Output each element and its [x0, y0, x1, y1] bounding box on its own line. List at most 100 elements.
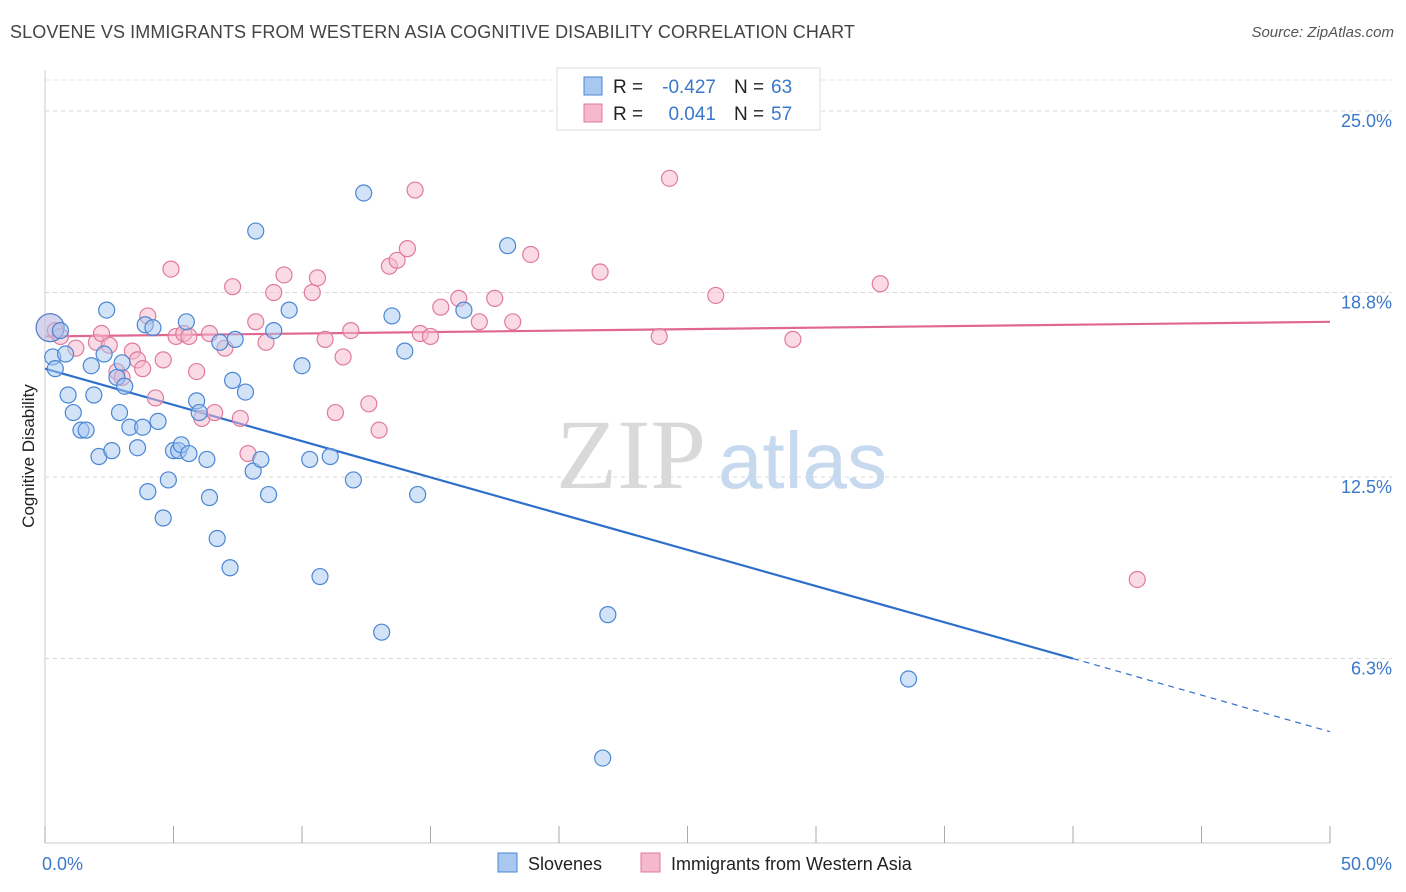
bottom-legend-swatch-immigrants	[640, 852, 661, 873]
point-slovenes-27	[159, 471, 177, 489]
watermark-zip: ZIP	[556, 399, 706, 510]
y-tick-label-1: 12.5%	[1341, 477, 1392, 497]
point-immigrants-41	[398, 240, 416, 258]
point-immigrants-38	[370, 421, 388, 439]
watermark: ZIP atlas	[556, 399, 887, 510]
point-slovenes-44	[247, 222, 265, 240]
bottom-legend-label-immigrants: Immigrants from Western Asia	[671, 854, 913, 874]
y-tick-label-2: 18.8%	[1341, 293, 1392, 313]
point-slovenes-16	[110, 403, 129, 422]
point-slovenes-10	[85, 386, 103, 404]
legend-n-label-1: N =	[734, 77, 764, 98]
x-tick-label-0: 0.0%	[42, 854, 83, 874]
point-slovenes-39	[221, 559, 239, 577]
point-slovenes-26	[154, 509, 172, 527]
point-immigrants-52	[650, 327, 668, 346]
point-slovenes-8	[77, 421, 95, 439]
point-slovenes-49	[293, 357, 311, 375]
point-slovenes-50	[301, 450, 319, 469]
point-slovenes-5	[59, 386, 77, 404]
legend-n-label-2: N =	[734, 104, 764, 125]
point-immigrants-48	[486, 289, 504, 307]
point-immigrants-47	[470, 313, 488, 331]
point-immigrants-22	[206, 403, 224, 422]
point-slovenes-51	[311, 567, 329, 586]
y-axis-label: Cognitive Disability	[19, 384, 38, 528]
point-immigrants-18	[180, 327, 198, 346]
legend-r-value-1: -0.427	[662, 77, 716, 98]
point-immigrants-53	[660, 169, 679, 187]
point-immigrants-34	[326, 403, 345, 422]
bottom-legend-label-slovenes: Slovenes	[528, 854, 602, 874]
point-slovenes-2	[46, 360, 64, 378]
point-immigrants-27	[247, 313, 265, 331]
point-slovenes-23	[139, 483, 157, 501]
point-slovenes-6	[64, 403, 82, 422]
point-slovenes-13	[98, 301, 116, 319]
point-slovenes-63	[899, 670, 918, 688]
point-immigrants-19	[188, 362, 206, 381]
trend-line-1	[44, 320, 1331, 338]
point-slovenes-20	[128, 439, 147, 457]
point-slovenes-14	[103, 442, 121, 460]
point-slovenes-31	[177, 313, 195, 331]
point-slovenes-62	[599, 606, 617, 624]
legend-r-label-1: R =	[613, 77, 643, 98]
point-slovenes-21	[134, 418, 152, 436]
y-tick-label-3: 25.0%	[1341, 111, 1392, 131]
legend-r-value-2: 0.041	[668, 104, 716, 125]
point-immigrants-55	[784, 330, 802, 348]
point-slovenes-55	[373, 623, 391, 641]
point-slovenes-46	[259, 485, 278, 504]
point-immigrants-32	[308, 269, 327, 287]
bottom-legend-swatch-slovenes	[497, 852, 518, 873]
point-slovenes-59	[455, 301, 473, 319]
point-slovenes-38	[211, 333, 229, 351]
point-immigrants-36	[342, 321, 360, 340]
point-slovenes-60	[499, 237, 517, 255]
point-immigrants-29	[265, 283, 283, 302]
point-slovenes-4	[56, 345, 75, 363]
axes	[44, 70, 1331, 844]
legend-box: R = -0.427 N = 63 R = 0.041 N = 57	[556, 67, 821, 131]
point-slovenes-40	[224, 371, 242, 389]
legend-n-value-2: 57	[771, 104, 792, 125]
point-immigrants-14	[154, 351, 172, 369]
point-slovenes-36	[200, 488, 219, 507]
point-slovenes-54	[355, 184, 373, 202]
point-slovenes-32	[180, 444, 198, 463]
point-slovenes-25	[149, 412, 167, 430]
point-slovenes-56	[383, 307, 401, 325]
source-label: Source: ZipAtlas.com	[1251, 24, 1394, 41]
point-immigrants-13	[146, 389, 165, 407]
bottom-legend: Slovenes Immigrants from Western Asia	[497, 852, 913, 874]
point-slovenes-41	[226, 330, 244, 348]
point-slovenes-9	[82, 357, 100, 375]
watermark-atlas: atlas	[718, 416, 887, 505]
point-immigrants-24	[224, 278, 242, 296]
point-immigrants-37	[360, 395, 378, 413]
tick-labels: 6.3% 12.5% 18.8% 25.0% 0.0% 50.0%	[42, 111, 1392, 874]
point-immigrants-11	[134, 360, 152, 378]
legend-n-value-1: 63	[771, 77, 792, 98]
point-immigrants-57	[1128, 570, 1146, 589]
point-immigrants-49	[504, 313, 522, 331]
point-immigrants-33	[316, 330, 334, 348]
legend-swatch-slovenes	[583, 76, 603, 96]
trend-line-extension-0	[1072, 657, 1331, 733]
point-slovenes-52	[321, 447, 339, 466]
point-immigrants-40	[388, 251, 406, 269]
point-slovenes-47	[265, 321, 283, 340]
point-slovenes-24	[144, 319, 162, 337]
point-immigrants-35	[334, 348, 352, 366]
point-immigrants-25	[231, 409, 249, 428]
point-slovenes-53	[344, 471, 362, 489]
point-slovenes-61	[594, 749, 612, 767]
point-slovenes-57	[396, 342, 414, 360]
point-slovenes-34	[190, 403, 208, 422]
point-immigrants-51	[591, 263, 609, 281]
legend-r-label-2: R =	[613, 104, 643, 125]
x-tick-label-1: 50.0%	[1341, 854, 1392, 874]
point-slovenes-3	[51, 321, 70, 340]
